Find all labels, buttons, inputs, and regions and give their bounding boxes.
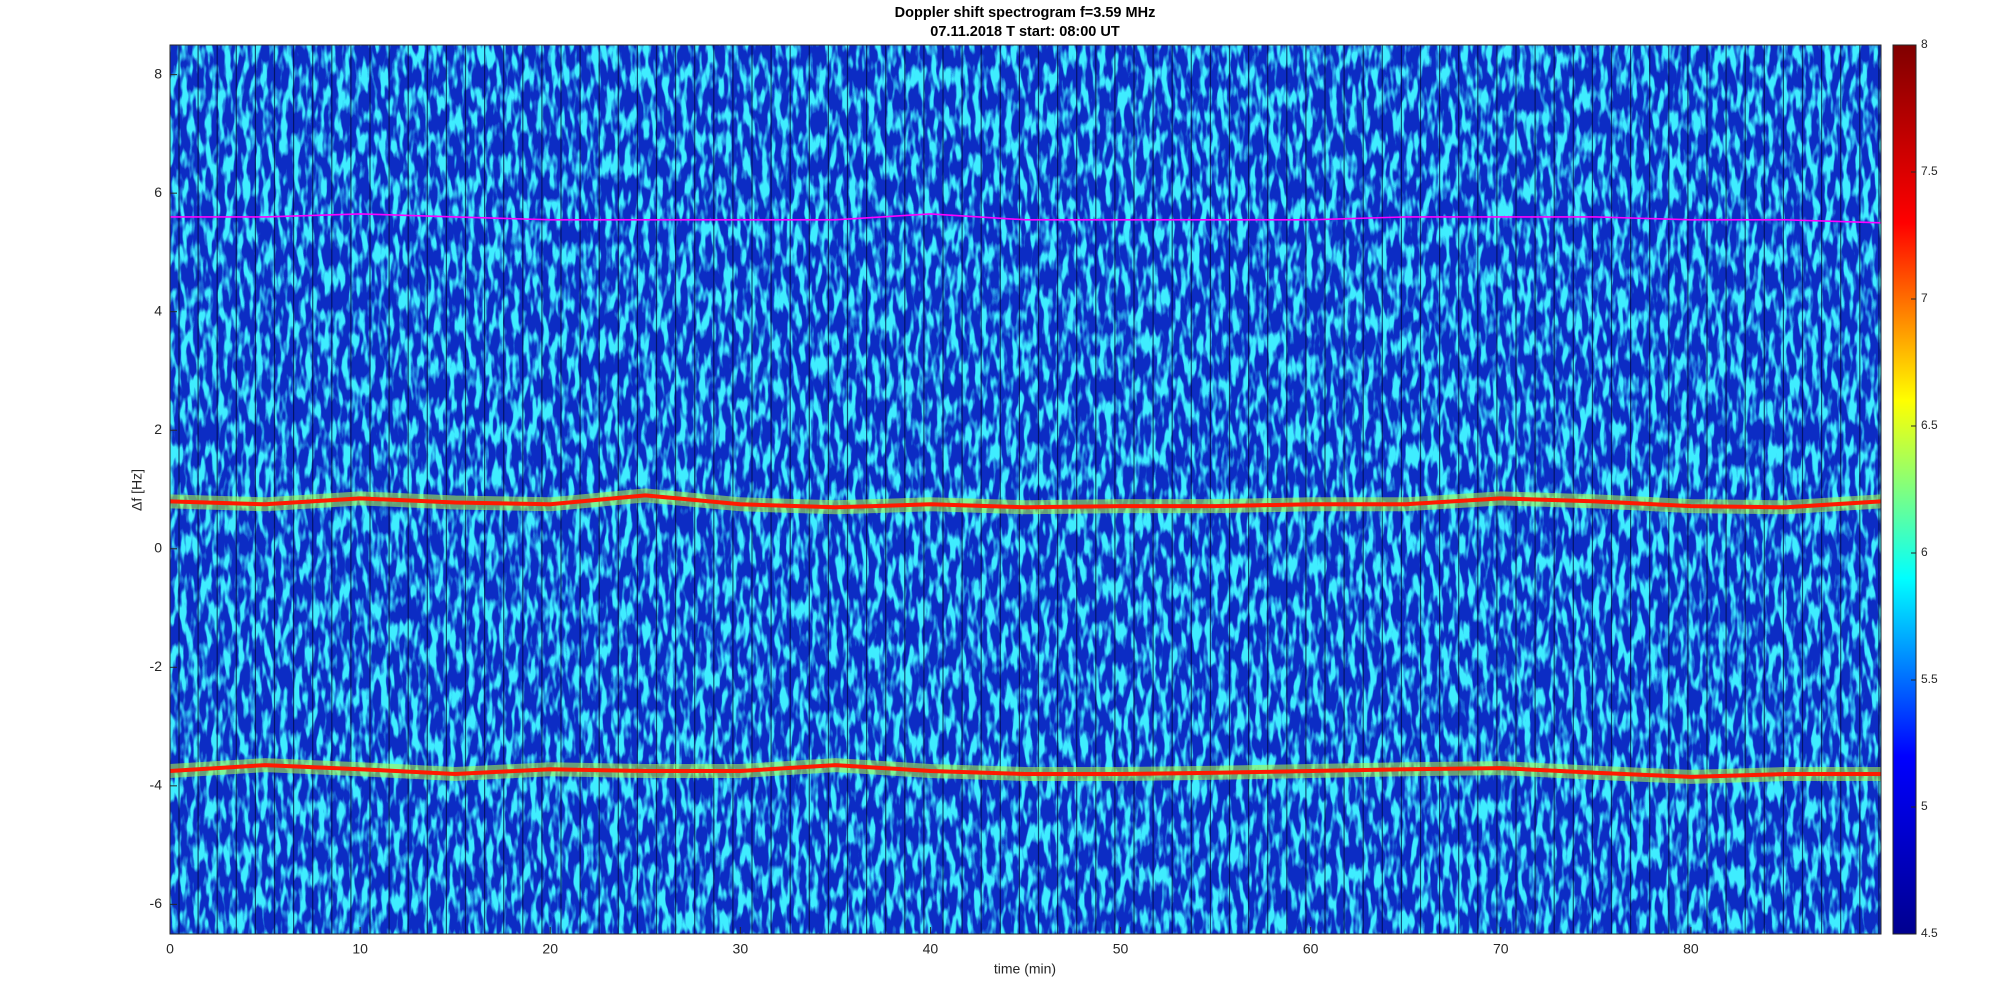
x-tick-label: 70 xyxy=(1493,941,1509,957)
y-tick-label: 2 xyxy=(154,421,162,437)
plot-frame xyxy=(169,44,1882,935)
colorbar xyxy=(1892,44,1917,935)
chart-title: Doppler shift spectrogram f=3.59 MHz xyxy=(895,5,1156,21)
x-tick-label: 40 xyxy=(923,941,939,957)
colorbar-tick-label: 5.5 xyxy=(1921,672,1938,686)
colorbar-tick-label: 5 xyxy=(1921,799,1928,813)
noise-texture xyxy=(170,45,1881,934)
x-tick-label: 50 xyxy=(1113,941,1129,957)
x-tick-label: 60 xyxy=(1303,941,1319,957)
colorbar-tick-label: 4.5 xyxy=(1921,926,1938,940)
stripes xyxy=(178,45,1880,934)
y-tick-label: 8 xyxy=(154,65,162,81)
colorbar-tick-label: 6 xyxy=(1921,545,1928,559)
y-tick-label: 0 xyxy=(154,539,162,555)
y-tick-label: 4 xyxy=(154,302,162,318)
y-tick-label: -2 xyxy=(150,658,163,674)
x-tick-label: 30 xyxy=(733,941,749,957)
colorbar-tick-label: 8 xyxy=(1921,37,1928,51)
colorbar-tick-label: 7 xyxy=(1921,291,1928,305)
x-tick-label: 10 xyxy=(352,941,368,957)
y-tick-label: -6 xyxy=(150,895,163,911)
x-tick-label: 20 xyxy=(542,941,558,957)
y-axis-label: Δf [Hz] xyxy=(129,469,145,511)
trace xyxy=(170,213,1882,224)
y-tick-label: 6 xyxy=(154,184,162,200)
x-axis-label: time (min) xyxy=(994,961,1056,977)
ridge xyxy=(169,763,1881,779)
chart-subtitle: 07.11.2018 T start: 08:00 UT xyxy=(930,24,1120,40)
x-tick-label: 0 xyxy=(166,941,174,957)
colorbar-tick-label: 7.5 xyxy=(1921,164,1938,178)
ridge xyxy=(169,493,1882,510)
colorbar-tick-label: 6.5 xyxy=(1921,418,1938,432)
y-tick-label: -4 xyxy=(150,777,163,793)
x-tick-label: 80 xyxy=(1683,941,1699,957)
